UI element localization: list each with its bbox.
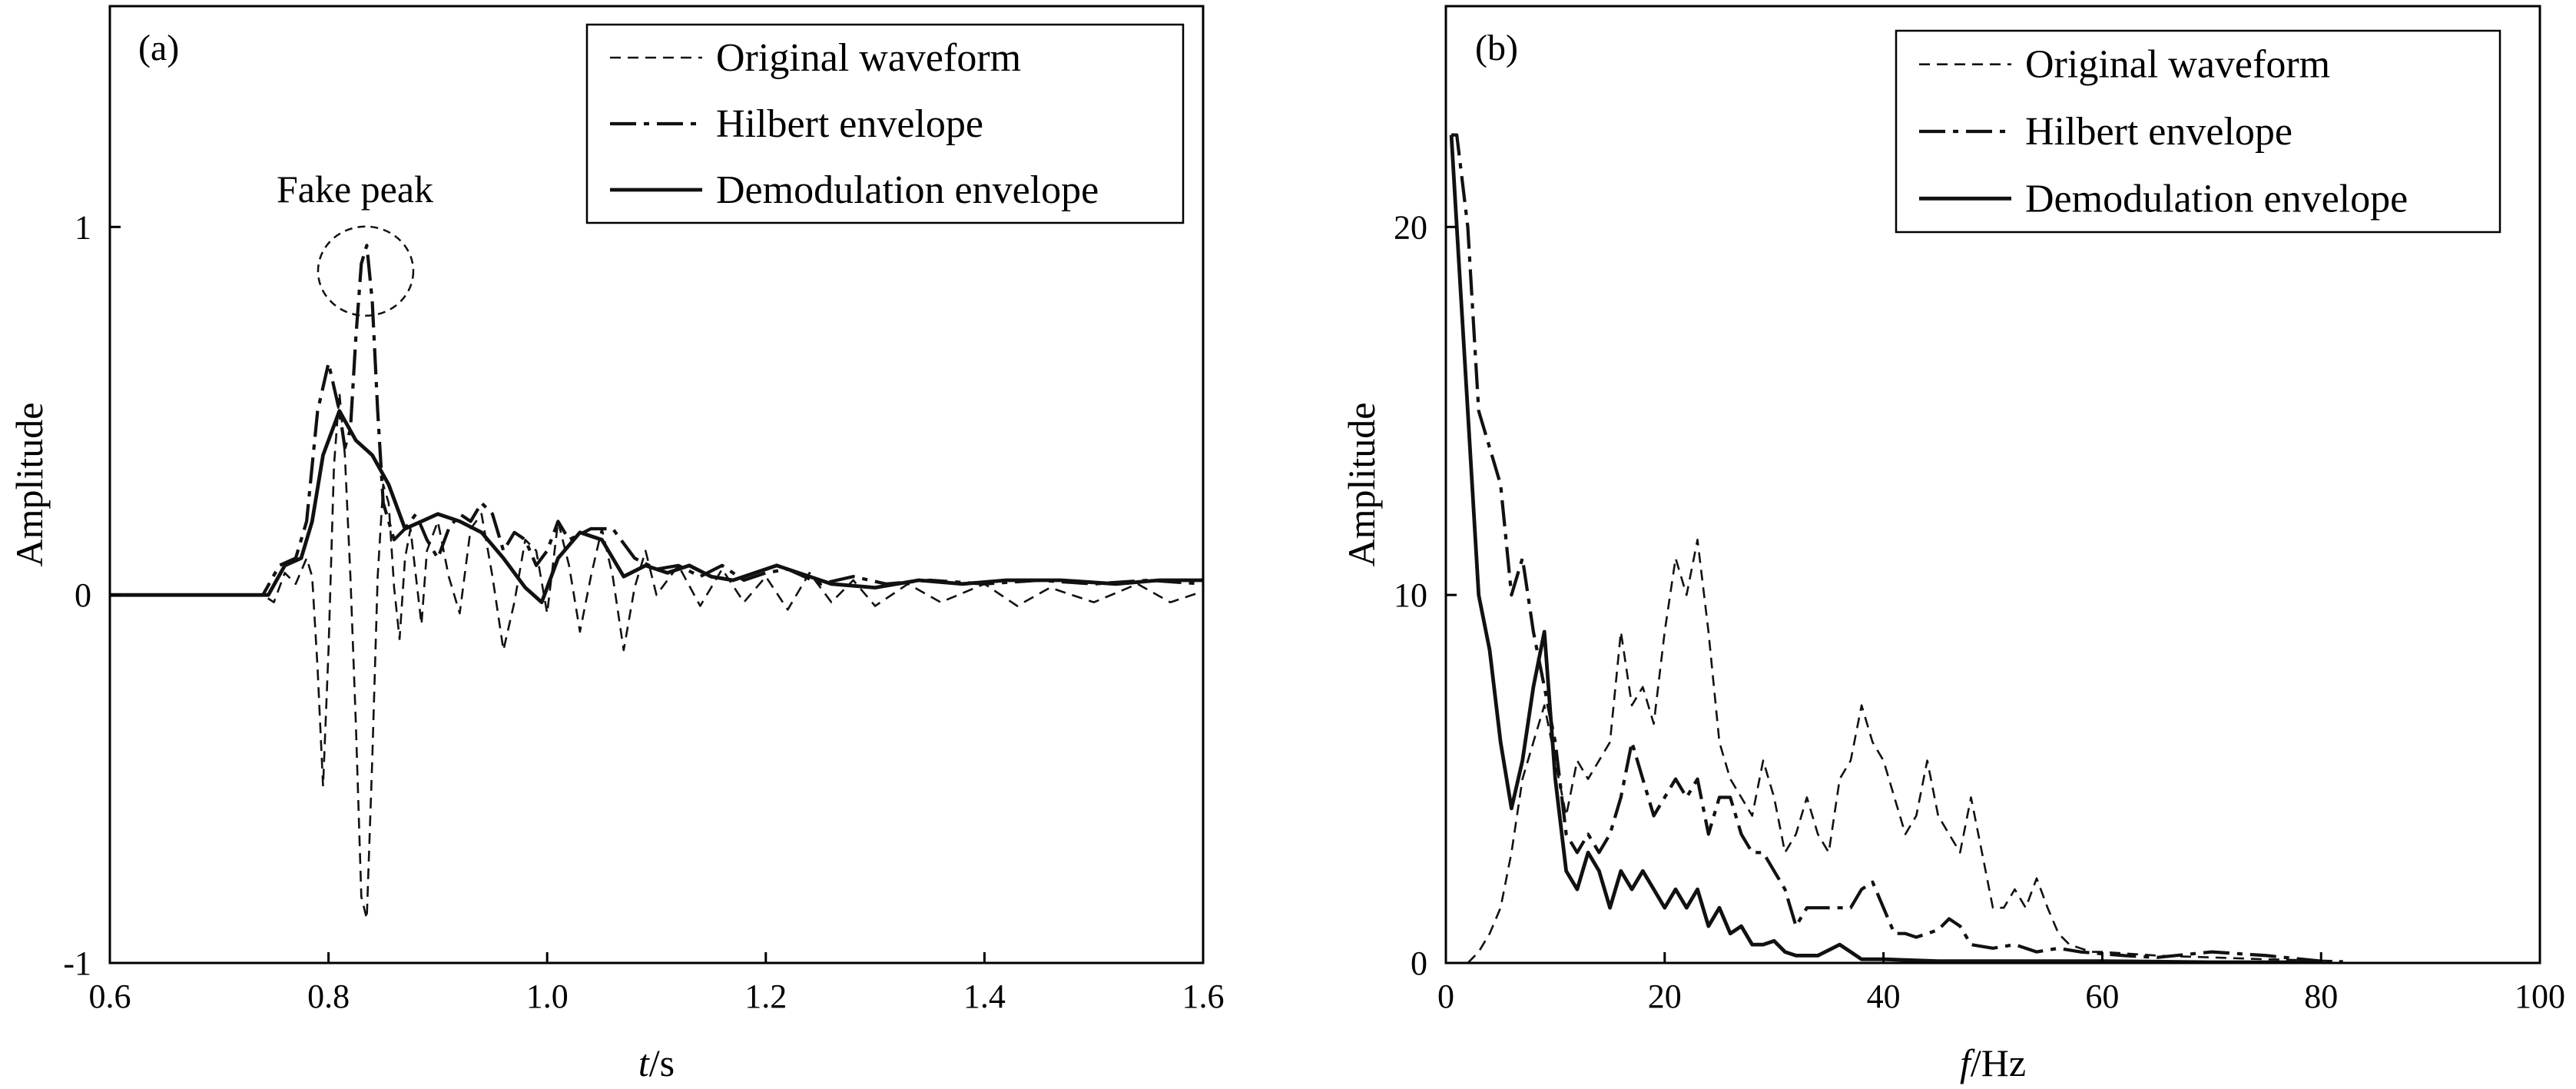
panel-a-legend-item-demodulation: Demodulation envelope: [610, 168, 1099, 212]
panel-b-x-tick-label: 40: [1867, 978, 1901, 1015]
panel-a-legend-label-demodulation: Demodulation envelope: [716, 168, 1099, 212]
panel-b-axes: 0 20 40 60 80 100 0 10 20: [1394, 208, 2565, 1015]
panel-b-legend-label-demodulation: Demodulation envelope: [2025, 177, 2408, 221]
panel-b-x-axis-unit: /Hz: [1971, 1041, 2026, 1084]
panel-a-label: (a): [138, 28, 179, 68]
panel-b-y-tick-label: 0: [1411, 945, 1427, 982]
panel-a-y-axis-label: Amplitude: [8, 403, 51, 567]
panel-a-legend: Original waveform Hilbert envelope Demod…: [585, 23, 1185, 224]
panel-b-y-axis-label: Amplitude: [1340, 403, 1383, 567]
panel-a-y-tick-label: -1: [63, 945, 91, 982]
panel-a-x-tick-label: 1.4: [963, 978, 1006, 1015]
fake-peak-label: Fake peak: [277, 168, 433, 211]
panel-b-series-original-waveform-line: [1467, 539, 2343, 963]
panel-b-x-tick-label: 20: [1648, 978, 1682, 1015]
panel-b-legend-label-hilbert: Hilbert envelope: [2025, 110, 2293, 154]
panel-a-axes: 0.6 0.8 1.0 1.2 1.4 1.6 -1 0 1: [63, 208, 1224, 1015]
fake-peak-circle: [317, 225, 415, 317]
panel-a-y-tick-label: 0: [75, 576, 91, 614]
panel-b-legend-item-hilbert: Hilbert envelope: [1919, 110, 2293, 154]
panel-b-x-axis-label: f/Hz: [1960, 1041, 2026, 1084]
panel-a-series-demodulation-envelope-line: [110, 409, 1203, 605]
panel-a-x-tick-label: 1.2: [744, 978, 787, 1015]
panel-b-x-tick-label: 60: [2085, 978, 2119, 1015]
panel-a-legend-item-original: Original waveform: [610, 36, 1021, 80]
panel-b-y-tick-label: 10: [1394, 576, 1427, 614]
panel-a-legend-item-hilbert: Hilbert envelope: [610, 102, 983, 146]
panel-b-y-tick-label: 20: [1394, 208, 1427, 246]
panel-a-y-tick-label: 1: [75, 208, 91, 246]
panel-a-x-axis-label: t/s: [638, 1041, 675, 1084]
panel-a-series: [110, 244, 1203, 920]
panel-a-x-tick-label: 0.6: [89, 978, 131, 1015]
panel-a-x-tick-label: 1.0: [526, 978, 569, 1015]
panel-b: 0 20 40 60 80 100 0 10 20 (b) f/Hz Amplitude Ori…: [1340, 5, 2565, 1084]
panel-a-x-tick-label: 0.8: [307, 978, 350, 1015]
panel-b-x-tick-label: 80: [2304, 978, 2338, 1015]
panel-a-x-axis-unit: /s: [649, 1041, 675, 1084]
panel-a-series-original-waveform-line: [110, 391, 1203, 920]
panel-b-legend-label-original: Original waveform: [2025, 43, 2330, 87]
panel-b-legend-item-demodulation: Demodulation envelope: [1919, 177, 2408, 221]
panel-a-legend-label-hilbert: Hilbert envelope: [716, 102, 983, 146]
panel-a-legend-label-original: Original waveform: [716, 36, 1021, 80]
panel-b-series-demodulation-envelope-line: [1449, 134, 2322, 963]
panel-a-x-tick-label: 1.6: [1182, 978, 1225, 1015]
panel-b-label: (b): [1475, 28, 1518, 68]
panel-a-plot-frame: [108, 5, 1205, 964]
panel-a-fake-peak-annotation: Fake peak: [277, 168, 433, 317]
panel-b-plot-frame: [1444, 5, 2541, 964]
panel-b-x-tick-label: 100: [2515, 978, 2565, 1015]
panel-a-x-axis-variable: t: [638, 1041, 650, 1084]
panel-b-series-hilbert-envelope-line: [1451, 133, 2322, 963]
panel-a: 0.6 0.8 1.0 1.2 1.4 1.6 -1 0 1 (a) t/s Amplitude…: [8, 5, 1225, 1084]
panel-b-series: [1449, 133, 2343, 963]
panel-b-legend: Original waveform Hilbert envelope Demod…: [1895, 29, 2501, 234]
panel-b-legend-item-original: Original waveform: [1919, 43, 2330, 87]
panel-a-series-hilbert-envelope-line: [110, 244, 1203, 597]
panel-b-x-tick-label: 0: [1437, 978, 1454, 1015]
